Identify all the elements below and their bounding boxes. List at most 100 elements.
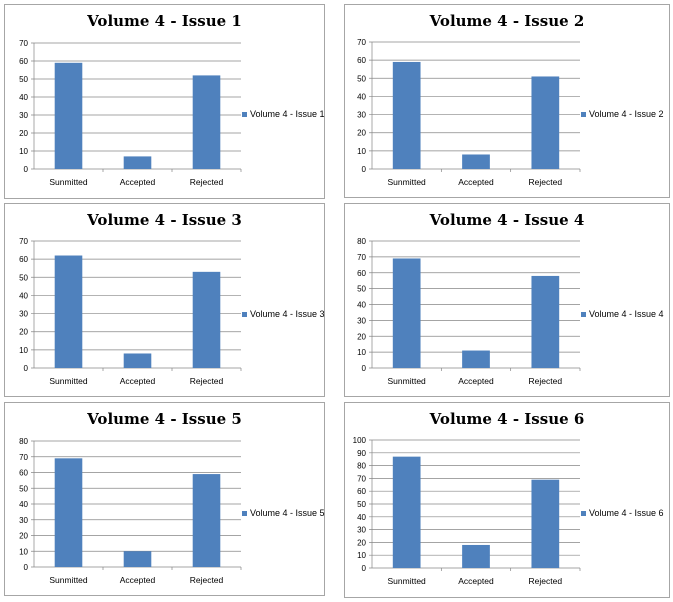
legend-label: Volume 4 - Issue 3 (250, 309, 325, 319)
bar-accepted (123, 156, 152, 169)
legend-swatch (242, 311, 247, 317)
y-tick-label: 70 (19, 453, 28, 462)
y-tick-label: 70 (357, 38, 366, 47)
x-tick-label: Accepted (458, 576, 494, 586)
y-tick-label: 10 (357, 348, 366, 357)
y-tick-label: 70 (357, 474, 366, 483)
y-tick-label: 20 (19, 532, 28, 541)
legend: Volume 4 - Issue 6 (581, 508, 664, 518)
bar-sunmitted (392, 61, 421, 170)
bar-sunmitted (54, 62, 83, 169)
bar-chart-4: 0 10 20 30 40 50 60 70 80 Sunmitted Accepted Reject… (357, 237, 581, 386)
legend: Volume 4 - Issue 3 (242, 309, 325, 319)
bar-chart-1: 0 10 20 30 40 50 60 70 Sunmitted Accepted Rejected (19, 39, 242, 187)
y-tick-label: 50 (19, 273, 28, 282)
chart-panel-2: Volume 4 - Issue 2 0 10 20 30 40 50 60 70 Sunmit… (344, 4, 670, 198)
chart-title: Volume 4 - Issue 5 (87, 410, 242, 428)
x-tick-label: Sunmitted (49, 177, 88, 187)
y-tick-label: 0 (362, 364, 367, 373)
x-tick-label: Sunmitted (49, 376, 88, 386)
y-tick-label: 60 (357, 56, 366, 65)
y-tick-label: 40 (357, 301, 366, 310)
y-tick-label: 20 (357, 129, 366, 138)
y-tick-label: 10 (19, 346, 28, 355)
y-tick-label: 70 (19, 237, 28, 246)
y-tick-label: 30 (357, 111, 366, 120)
chart-panel-5: Volume 4 - Issue 5 0 10 20 30 40 50 60 70 80 Sunm… (4, 402, 325, 596)
chart-title: Volume 4 - Issue 2 (429, 12, 585, 30)
legend-swatch (242, 510, 247, 516)
legend: Volume 4 - Issue 4 (581, 309, 664, 319)
bar-sunmitted (392, 258, 421, 368)
x-tick-label: Accepted (120, 575, 156, 585)
legend-label: Volume 4 - Issue 4 (589, 309, 664, 319)
bar-chart-5: 0 10 20 30 40 50 60 70 80 Sunmitted Accepted Reject… (19, 437, 242, 585)
legend-swatch (242, 111, 247, 117)
chart-title: Volume 4 - Issue 4 (429, 211, 585, 229)
y-tick-label: 30 (19, 310, 28, 319)
y-tick-label: 10 (19, 147, 28, 156)
y-tick-label: 60 (357, 269, 366, 278)
y-tick-label: 10 (19, 547, 28, 556)
y-tick-label: 40 (19, 93, 28, 102)
bar-rejected (531, 76, 560, 169)
legend-label: Volume 4 - Issue 1 (250, 109, 325, 119)
y-tick-label: 0 (24, 165, 29, 174)
x-tick-label: Sunmitted (49, 575, 88, 585)
y-tick-label: 60 (19, 57, 28, 66)
bar-accepted (123, 353, 152, 368)
x-tick-label: Rejected (529, 376, 563, 386)
bar-chart-6: 0 10 20 30 40 50 60 70 80 90 100 Sunmitted Accepted R… (353, 436, 581, 586)
y-tick-label: 50 (19, 484, 28, 493)
x-tick-label: Accepted (120, 177, 156, 187)
x-tick-label: Rejected (529, 177, 563, 187)
y-tick-label: 40 (357, 92, 366, 101)
y-tick-label: 100 (353, 436, 367, 445)
bar-accepted (462, 350, 490, 368)
y-tick-label: 50 (357, 285, 366, 294)
y-tick-label: 30 (357, 316, 366, 325)
y-tick-label: 80 (357, 237, 366, 246)
y-tick-label: 20 (357, 332, 366, 341)
y-tick-label: 90 (357, 449, 366, 458)
legend: Volume 4 - Issue 5 (242, 508, 325, 518)
y-tick-label: 20 (19, 129, 28, 138)
y-tick-label: 70 (357, 253, 366, 262)
x-tick-label: Accepted (458, 376, 494, 386)
bar-chart-3: 0 10 20 30 40 50 60 70 Sunmitted Accepted Rejected (19, 237, 242, 386)
y-tick-label: 60 (19, 255, 28, 264)
y-tick-label: 40 (357, 513, 366, 522)
bar-rejected (531, 479, 560, 568)
chart-panel-3: Volume 4 - Issue 3 0 10 20 30 40 50 60 70 Sunmit… (4, 203, 325, 397)
bar-sunmitted (392, 456, 421, 568)
x-tick-label: Sunmitted (388, 177, 427, 187)
chart-title: Volume 4 - Issue 6 (429, 410, 585, 428)
y-tick-label: 50 (357, 74, 366, 83)
y-tick-label: 40 (19, 291, 28, 300)
legend-label: Volume 4 - Issue 5 (250, 508, 325, 518)
legend: Volume 4 - Issue 1 (242, 109, 325, 119)
legend-swatch (581, 311, 586, 317)
bar-accepted (123, 551, 152, 567)
y-tick-label: 40 (19, 500, 28, 509)
chart-title: Volume 4 - Issue 3 (87, 211, 242, 229)
bar-chart-2: 0 10 20 30 40 50 60 70 Sunmitted Accepted Rejected (357, 38, 581, 187)
bar-rejected (531, 275, 560, 368)
chart-panel-6: Volume 4 - Issue 6 0 10 20 30 40 50 60 70 80 90 10… (344, 402, 670, 598)
y-tick-label: 0 (24, 563, 29, 572)
legend-label: Volume 4 - Issue 2 (589, 109, 664, 119)
x-tick-label: Rejected (190, 575, 224, 585)
x-tick-label: Rejected (190, 177, 224, 187)
y-tick-label: 70 (19, 39, 28, 48)
x-tick-label: Sunmitted (388, 376, 427, 386)
bar-accepted (462, 544, 490, 568)
bar-accepted (462, 154, 490, 169)
y-tick-label: 0 (24, 364, 29, 373)
y-tick-label: 30 (19, 516, 28, 525)
y-tick-label: 80 (19, 437, 28, 446)
legend: Volume 4 - Issue 2 (581, 109, 664, 119)
x-tick-label: Rejected (190, 376, 224, 386)
bar-rejected (192, 75, 221, 169)
x-tick-label: Accepted (458, 177, 494, 187)
x-tick-label: Rejected (529, 576, 563, 586)
